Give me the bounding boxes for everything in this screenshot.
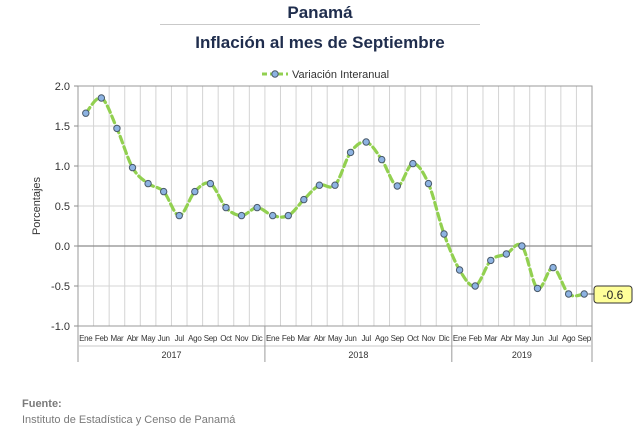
data-point: [159, 187, 168, 196]
data-point: [471, 282, 479, 290]
x-month-label: Sep: [578, 334, 592, 343]
data-point: [191, 187, 199, 196]
x-month-label: Sep: [204, 334, 218, 343]
data-point: [424, 179, 433, 188]
data-point: [222, 203, 230, 212]
title-divider: [160, 24, 480, 25]
x-year-label: 2018: [348, 350, 368, 360]
data-point: [580, 290, 588, 298]
x-month-label: Feb: [282, 334, 296, 343]
y-tick-label: -1.0: [51, 321, 70, 333]
series-line-variacion-interanual: [84, 96, 586, 298]
last-value-callout: -0.6: [588, 285, 633, 304]
x-month-label: May: [141, 334, 156, 343]
x-month-label: Dic: [439, 334, 450, 343]
x-month-label: Abr: [127, 334, 139, 343]
x-month-label: Jul: [548, 334, 558, 343]
data-point: [440, 230, 448, 238]
data-point: [564, 290, 573, 298]
data-point: [378, 155, 386, 164]
x-month-label: Jul: [361, 334, 371, 343]
data-point: [362, 138, 370, 146]
y-tick-label: 1.0: [55, 161, 70, 173]
x-month-label: Ene: [79, 334, 93, 343]
x-month-label: Jun: [345, 334, 357, 343]
callout-box: [593, 285, 633, 304]
chart-subtitle: Inflación al mes de Septiembre: [195, 33, 445, 52]
x-month-label: Ago: [188, 334, 202, 343]
x-month-label: Nov: [422, 334, 436, 343]
x-month-label: Feb: [469, 334, 483, 343]
chart-title: Panamá: [287, 3, 353, 22]
data-point: [518, 242, 526, 250]
x-month-label: Nov: [235, 334, 249, 343]
x-month-label: Oct: [220, 334, 233, 343]
x-month-label: Mar: [297, 334, 311, 343]
y-axis-label: Porcentajes: [31, 176, 43, 235]
data-point: [393, 182, 402, 190]
x-month-label: Dic: [252, 334, 263, 343]
data-point: [331, 181, 339, 189]
data-point: [533, 284, 542, 293]
data-point: [346, 148, 355, 157]
data-point: [253, 203, 261, 212]
data-points: [82, 94, 588, 298]
horizontal-gridlines: [78, 85, 592, 327]
data-point: [82, 109, 90, 117]
data-point: [284, 211, 292, 220]
data-point: [455, 266, 464, 274]
y-tick-label: 2.0: [55, 81, 70, 93]
y-tick-label: 1.5: [55, 121, 70, 133]
data-point: [128, 163, 137, 172]
data-point: [144, 179, 152, 188]
x-month-label: Jun: [158, 334, 170, 343]
y-axis-ticks: -1.0 -0.5 0.0 0.5 1.0 1.5 2.0: [51, 81, 78, 333]
x-month-label: Feb: [95, 334, 109, 343]
x-month-label: May: [515, 334, 530, 343]
data-point: [300, 195, 308, 204]
source-text: Instituto de Estadística y Censo de Pana…: [22, 414, 236, 426]
legend: Variación Interanual: [262, 69, 389, 81]
legend-marker-swatch: [271, 70, 279, 78]
data-point: [502, 250, 511, 258]
data-point: [487, 256, 495, 265]
x-month-label: Mar: [484, 334, 498, 343]
x-month-label: Oct: [407, 334, 420, 343]
x-month-label: Abr: [501, 334, 513, 343]
data-point: [268, 211, 277, 220]
x-month-label: May: [328, 334, 343, 343]
x-year-label: 2017: [161, 350, 181, 360]
data-point: [175, 211, 183, 220]
x-month-label: Ago: [562, 334, 576, 343]
data-point: [315, 181, 324, 189]
y-tick-label: -0.5: [51, 281, 70, 293]
y-tick-label: 0.0: [55, 241, 70, 253]
legend-entry: Variación Interanual: [292, 69, 389, 81]
x-month-label: Jul: [175, 334, 185, 343]
x-month-label: Mar: [110, 334, 124, 343]
data-point: [237, 211, 246, 220]
y-tick-label: 0.5: [55, 201, 70, 213]
line-chart: -1.0-0.50.00.51.01.52.0 Porcentajes Ene F…: [31, 69, 633, 362]
data-point: [206, 179, 215, 188]
x-month-label: Jun: [531, 334, 543, 343]
data-point: [549, 263, 557, 272]
x-month-label: Ago: [375, 334, 389, 343]
data-point: [97, 94, 106, 102]
x-year-label: 2019: [512, 350, 532, 360]
x-month-label: Ene: [453, 334, 467, 343]
data-point: [409, 159, 417, 168]
x-month-label: Abr: [314, 334, 326, 343]
callout-label: -0.6: [603, 288, 624, 302]
x-month-label: Sep: [391, 334, 405, 343]
data-point: [113, 124, 121, 133]
source-label: Fuente:: [22, 398, 62, 410]
x-month-label: Ene: [266, 334, 280, 343]
x-axis: Ene Feb Mar Abr May Jun Jul Ago Sep Oct Nov Dic Ene F…: [77, 326, 593, 362]
